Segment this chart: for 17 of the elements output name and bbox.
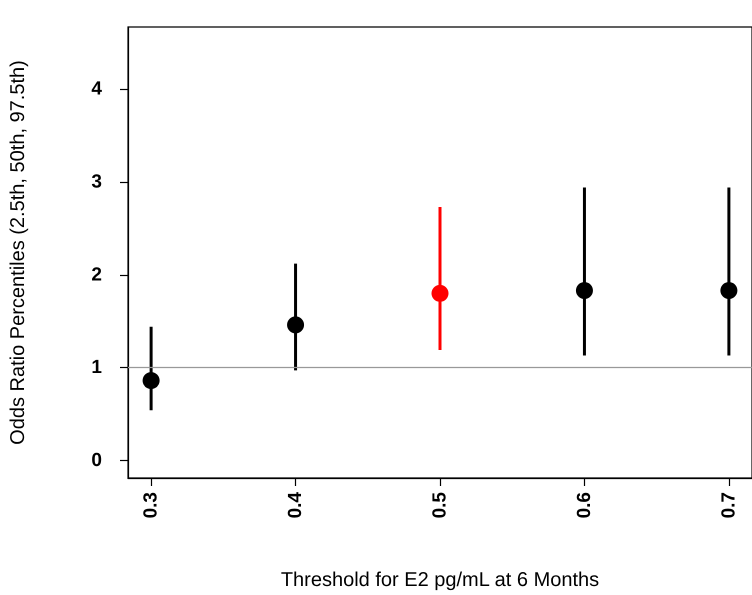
y-tick-label: 1	[91, 357, 102, 378]
x-axis-title: Threshold for E2 pg/mL at 6 Months	[280, 569, 600, 591]
y-tick-label: 2	[91, 264, 102, 286]
point	[720, 282, 738, 300]
y-tick-label: 3	[91, 171, 102, 192]
point	[287, 316, 304, 334]
x-tick-label: 0.4	[285, 492, 306, 518]
x-tick-label: 0.5	[430, 492, 450, 518]
y-tick-label: 4	[91, 78, 102, 100]
x-tick-label: 0.7	[718, 492, 740, 518]
point	[142, 372, 160, 390]
point	[432, 284, 448, 302]
x-tick-label: 0.6	[574, 492, 595, 518]
x-tick-label: 0.3	[140, 492, 162, 518]
point	[576, 282, 593, 300]
y-axis-title: Odds Ratio Percentiles (2.5th, 50th, 97.5th)	[7, 60, 29, 445]
y-tick-label: 0	[91, 450, 102, 471]
